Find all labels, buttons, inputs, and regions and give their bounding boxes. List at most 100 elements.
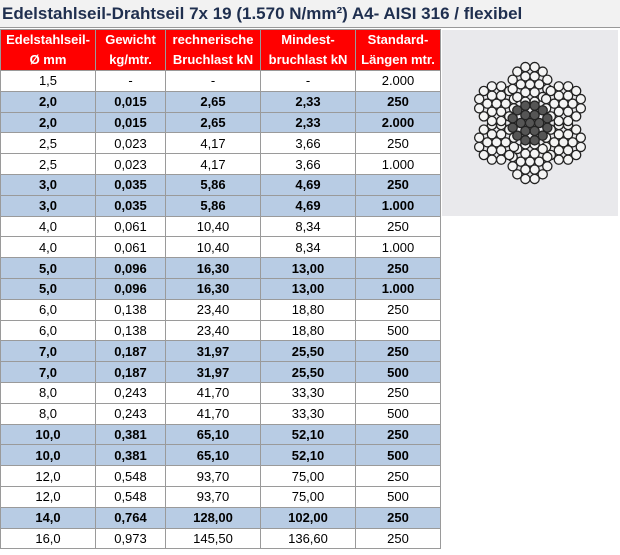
table-cell: 33,30 xyxy=(260,381,356,404)
table-cell: 0,096 xyxy=(95,277,166,300)
table-cell: 7,0 xyxy=(0,361,96,383)
wire xyxy=(512,91,523,103)
header-line: Ø mm xyxy=(29,52,67,67)
table-cell: 2,33 xyxy=(260,111,356,134)
wire xyxy=(515,117,527,129)
table-cell: 18,80 xyxy=(260,319,356,342)
table-cell: 250 xyxy=(355,132,441,155)
wire xyxy=(482,98,493,109)
wire xyxy=(478,149,490,161)
wire xyxy=(537,130,548,141)
table-cell: 25,50 xyxy=(260,361,356,383)
table-cell: 2.000 xyxy=(355,111,441,134)
table-row: 4,0 0,061 10,40 8,34 1.000 xyxy=(0,236,441,259)
table-row: 6,0 0,138 23,40 18,80 250 xyxy=(0,298,441,321)
wire xyxy=(512,105,523,116)
header-line: rechnerische xyxy=(172,32,254,47)
wire xyxy=(495,154,507,165)
wire xyxy=(529,61,540,73)
table-cell: 0,138 xyxy=(95,298,166,321)
table-cell: - xyxy=(260,70,356,92)
table-cell: 145,50 xyxy=(165,527,261,550)
table-cell: 500 xyxy=(355,444,441,467)
table-cell: 3,66 xyxy=(260,132,356,155)
table-cell: 13,00 xyxy=(260,277,356,300)
wire xyxy=(533,79,545,90)
table-cell: 1.000 xyxy=(355,236,441,259)
table-cell: 0,187 xyxy=(95,361,166,383)
table-cell: 250 xyxy=(355,298,441,321)
wire xyxy=(570,124,582,135)
table-cell: 4,69 xyxy=(260,173,356,196)
table-row: 5,0 0,096 16,30 13,00 250 xyxy=(0,257,441,279)
wire xyxy=(567,137,578,148)
table-row: 7,0 0,187 31,97 25,50 250 xyxy=(0,340,441,363)
table-cell: 8,0 xyxy=(0,381,96,404)
wire xyxy=(486,81,498,92)
table-cell: 0,243 xyxy=(95,402,166,425)
table-cell: 250 xyxy=(355,423,441,446)
table-cell: 500 xyxy=(355,485,441,508)
table-cell: 41,70 xyxy=(165,402,261,425)
table-cell: 0,035 xyxy=(95,173,166,196)
wire xyxy=(570,149,582,161)
wire xyxy=(500,98,511,109)
table-cell: 2,65 xyxy=(165,90,261,113)
table-cell: 23,40 xyxy=(165,319,261,342)
wire xyxy=(553,154,565,165)
table-cell: 10,0 xyxy=(0,423,96,446)
header-cell: rechnerische Bruchlast kN xyxy=(165,29,261,71)
wire xyxy=(495,115,507,127)
table-cell: 3,66 xyxy=(260,153,356,175)
wire xyxy=(507,122,518,133)
table-cell: 250 xyxy=(355,340,441,363)
table-cell: 500 xyxy=(355,402,441,425)
table-cell: 8,0 xyxy=(0,402,96,425)
wire xyxy=(515,79,527,90)
table-cell: 500 xyxy=(355,361,441,383)
wire xyxy=(567,98,578,109)
header-cell: Edelstahlseil- Ø mm xyxy=(0,29,96,71)
wire xyxy=(549,98,560,109)
table-cell: 16,0 xyxy=(0,527,96,550)
wire xyxy=(512,66,523,77)
wire xyxy=(529,100,540,111)
table-cell: 250 xyxy=(355,215,441,238)
wire xyxy=(507,83,518,95)
table-cell: 16,30 xyxy=(165,257,261,279)
table-row: 3,0 0,035 5,86 4,69 1.000 xyxy=(0,194,441,217)
header-line: Gewicht xyxy=(105,32,156,47)
wire xyxy=(520,173,531,185)
table-cell: 10,40 xyxy=(165,215,261,238)
table-cell: 128,00 xyxy=(165,506,261,529)
table-cell: - xyxy=(95,70,166,92)
table-row: 10,0 0,381 65,10 52,10 250 xyxy=(0,423,441,446)
table-cell: 2.000 xyxy=(355,70,441,92)
table-cell: 1.000 xyxy=(355,277,441,300)
wire xyxy=(507,74,518,85)
wire xyxy=(540,93,552,105)
wire xyxy=(562,115,574,127)
header-cell: Gewicht kg/mtr. xyxy=(95,29,166,71)
table-cell: 0,973 xyxy=(95,527,166,550)
table-cell: 4,69 xyxy=(260,194,356,217)
table-cell: 7,0 xyxy=(0,340,96,363)
wire xyxy=(537,66,548,77)
table-cell: 0,023 xyxy=(95,153,166,175)
table-row: 6,0 0,138 23,40 18,80 500 xyxy=(0,319,441,342)
table-cell: 0,015 xyxy=(95,90,166,113)
table-cell: 500 xyxy=(355,319,441,342)
wire xyxy=(537,105,548,116)
table-cell: 1.000 xyxy=(355,153,441,175)
table-cell: 0,096 xyxy=(95,257,166,279)
table-row: 5,0 0,096 16,30 13,00 1.000 xyxy=(0,277,441,300)
table-cell: 5,86 xyxy=(165,194,261,217)
table-cell: 250 xyxy=(355,506,441,529)
table-cell: 0,015 xyxy=(95,111,166,134)
wire xyxy=(473,132,485,143)
table-cell: 31,97 xyxy=(165,340,261,363)
wire xyxy=(520,100,531,111)
table-cell: 4,17 xyxy=(165,132,261,155)
table-row: 8,0 0,243 41,70 33,30 500 xyxy=(0,402,441,425)
table-cell: 31,97 xyxy=(165,361,261,383)
